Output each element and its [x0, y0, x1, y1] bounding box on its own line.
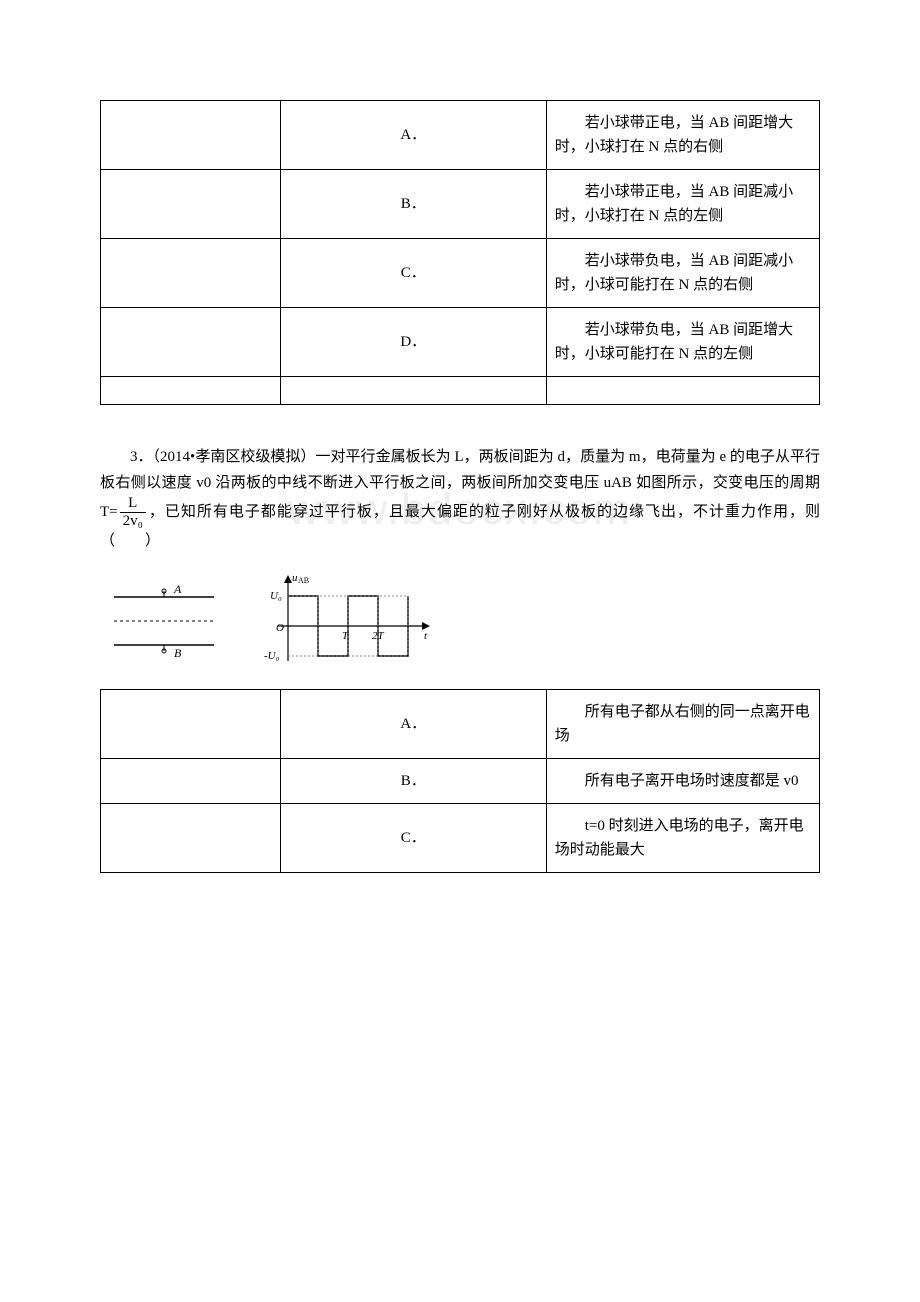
- voltage-waveform-graph: u AB t O U₀ -U₀ T 2T: [258, 571, 438, 671]
- plate-b-label: B: [174, 646, 182, 660]
- y-axis-sub: AB: [298, 576, 309, 585]
- table-cell-empty: [101, 689, 281, 758]
- table-cell-empty: [101, 170, 281, 239]
- t1-label: T: [342, 630, 349, 642]
- option-key: C．: [280, 239, 546, 308]
- origin-label: O: [276, 622, 284, 634]
- t2-label: 2T: [372, 630, 385, 642]
- question-3-options-table: A． 所有电子都从右侧的同一点离开电场 B． 所有电子离开电场时速度都是 v0 …: [100, 689, 820, 873]
- parallel-plates-diagram: A B: [104, 581, 234, 661]
- x-axis-label: t: [424, 630, 428, 642]
- option-key: C．: [280, 803, 546, 872]
- option-text: 若小球带正电，当 AB 间距增大时，小球打在 N 点的右侧: [546, 101, 819, 170]
- option-text: 若小球带负电，当 AB 间距增大时，小球可能打在 N 点的左侧: [546, 308, 819, 377]
- question-2-options-table: A． 若小球带正电，当 AB 间距增大时，小球打在 N 点的右侧 B． 若小球带…: [100, 100, 820, 405]
- table-row: B． 所有电子离开电场时速度都是 v0: [101, 758, 820, 803]
- table-row: B． 若小球带正电，当 AB 间距减小时，小球打在 N 点的左侧: [101, 170, 820, 239]
- u-pos-label: U₀: [270, 590, 282, 602]
- option-key: D．: [280, 308, 546, 377]
- table-cell-empty: [101, 308, 281, 377]
- option-text: 若小球带负电，当 AB 间距减小时，小球可能打在 N 点的右侧: [546, 239, 819, 308]
- question-3-figure: A B u AB t O: [104, 571, 820, 671]
- table-cell-empty: [101, 239, 281, 308]
- option-key: A．: [280, 101, 546, 170]
- fraction-denominator: 2v₀: [120, 513, 146, 529]
- option-key: B．: [280, 758, 546, 803]
- table-cell-empty: [101, 803, 281, 872]
- fraction-period: L2v₀: [120, 496, 146, 529]
- plate-a-label: A: [173, 582, 182, 596]
- option-text: 所有电子离开电场时速度都是 v0: [546, 758, 819, 803]
- table-row: D． 若小球带负电，当 AB 间距增大时，小球可能打在 N 点的左侧: [101, 308, 820, 377]
- option-key: A．: [280, 689, 546, 758]
- option-key: B．: [280, 170, 546, 239]
- table-cell-empty: [101, 101, 281, 170]
- fraction-numerator: L: [120, 496, 146, 513]
- table-row: C． t=0 时刻进入电场的电子，离开电场时动能最大: [101, 803, 820, 872]
- table-row: C． 若小球带负电，当 AB 间距减小时，小球可能打在 N 点的右侧: [101, 239, 820, 308]
- option-text: 若小球带正电，当 AB 间距减小时，小球打在 N 点的左侧: [546, 170, 819, 239]
- table-row-empty: [101, 377, 820, 405]
- table-row: A． 若小球带正电，当 AB 间距增大时，小球打在 N 点的右侧: [101, 101, 820, 170]
- option-text: 所有电子都从右侧的同一点离开电场: [546, 689, 819, 758]
- question-3-stem: 3．（2014•孝南区校级模拟）一对平行金属板长为 L，两板间距为 d，质量为 …: [100, 445, 820, 555]
- question-3-suffix: ，已知所有电子都能穿过平行板，且最大偏距的粒子刚好从极板的边缘飞出，不计重力作用…: [100, 504, 820, 549]
- u-neg-label: -U₀: [264, 650, 280, 662]
- table-row: A． 所有电子都从右侧的同一点离开电场: [101, 689, 820, 758]
- table-cell-empty: [101, 758, 281, 803]
- option-text: t=0 时刻进入电场的电子，离开电场时动能最大: [546, 803, 819, 872]
